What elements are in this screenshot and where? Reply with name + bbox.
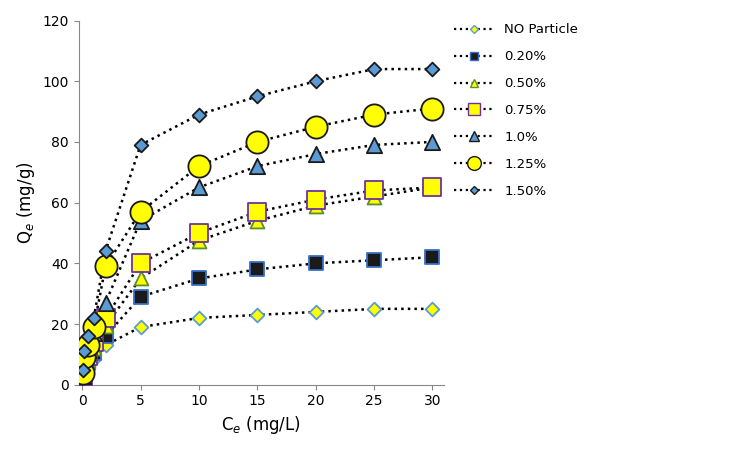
Point — [426, 138, 438, 146]
Point — [135, 141, 146, 148]
Point — [79, 360, 90, 367]
Point — [309, 123, 321, 130]
Point — [426, 184, 438, 191]
Point — [426, 105, 438, 112]
Point — [100, 342, 112, 349]
Point — [88, 349, 100, 356]
Point — [368, 193, 380, 200]
Point — [77, 377, 89, 384]
Point — [193, 111, 205, 118]
Point — [193, 162, 205, 170]
Point — [77, 378, 89, 385]
Point — [251, 311, 263, 318]
Point — [82, 342, 94, 349]
Point — [135, 217, 146, 225]
Point — [251, 266, 263, 273]
Point — [82, 352, 94, 359]
Point — [309, 196, 321, 203]
Point — [77, 375, 89, 382]
Point — [100, 263, 112, 270]
Point — [79, 372, 90, 379]
Point — [77, 372, 89, 379]
Point — [88, 330, 100, 337]
Point — [88, 339, 100, 346]
Point — [368, 187, 380, 194]
Point — [82, 332, 94, 340]
Point — [309, 78, 321, 85]
Point — [193, 230, 205, 237]
Point — [135, 260, 146, 267]
Point — [82, 364, 94, 372]
Point — [426, 305, 438, 313]
Point — [251, 208, 263, 215]
Point — [368, 257, 380, 264]
Point — [82, 357, 94, 364]
Point — [77, 369, 89, 376]
Point — [309, 151, 321, 158]
Point — [368, 111, 380, 118]
Point — [79, 363, 90, 370]
Legend: NO Particle, 0.20%, 0.50%, 0.75%, 1.0%, 1.25%, 1.50%: NO Particle, 0.20%, 0.50%, 0.75%, 1.0%, … — [454, 23, 578, 198]
Point — [82, 346, 94, 354]
Point — [251, 162, 263, 170]
Point — [193, 184, 205, 191]
Point — [309, 260, 321, 267]
Point — [193, 237, 205, 244]
Point — [100, 322, 112, 329]
Point — [100, 332, 112, 340]
Point — [135, 323, 146, 331]
Point — [426, 65, 438, 73]
Point — [193, 314, 205, 322]
Point — [100, 299, 112, 306]
Y-axis label: Q$_e$ (mg/g): Q$_e$ (mg/g) — [15, 161, 37, 244]
Point — [426, 184, 438, 191]
Point — [309, 308, 321, 316]
Point — [135, 275, 146, 282]
Point — [79, 369, 90, 376]
Point — [88, 323, 100, 331]
Point — [251, 138, 263, 146]
Point — [88, 345, 100, 352]
Point — [79, 366, 90, 373]
Point — [368, 305, 380, 313]
Point — [88, 355, 100, 363]
X-axis label: C$_e$ (mg/L): C$_e$ (mg/L) — [221, 414, 301, 436]
Point — [251, 217, 263, 225]
Point — [426, 253, 438, 261]
Point — [82, 360, 94, 367]
Point — [88, 314, 100, 322]
Point — [100, 314, 112, 322]
Point — [193, 275, 205, 282]
Point — [251, 93, 263, 100]
Point — [368, 65, 380, 73]
Point — [79, 354, 90, 361]
Point — [135, 208, 146, 215]
Point — [100, 248, 112, 255]
Point — [79, 348, 90, 355]
Point — [309, 202, 321, 209]
Point — [77, 366, 89, 373]
Point — [135, 293, 146, 300]
Point — [77, 373, 89, 381]
Point — [368, 141, 380, 148]
